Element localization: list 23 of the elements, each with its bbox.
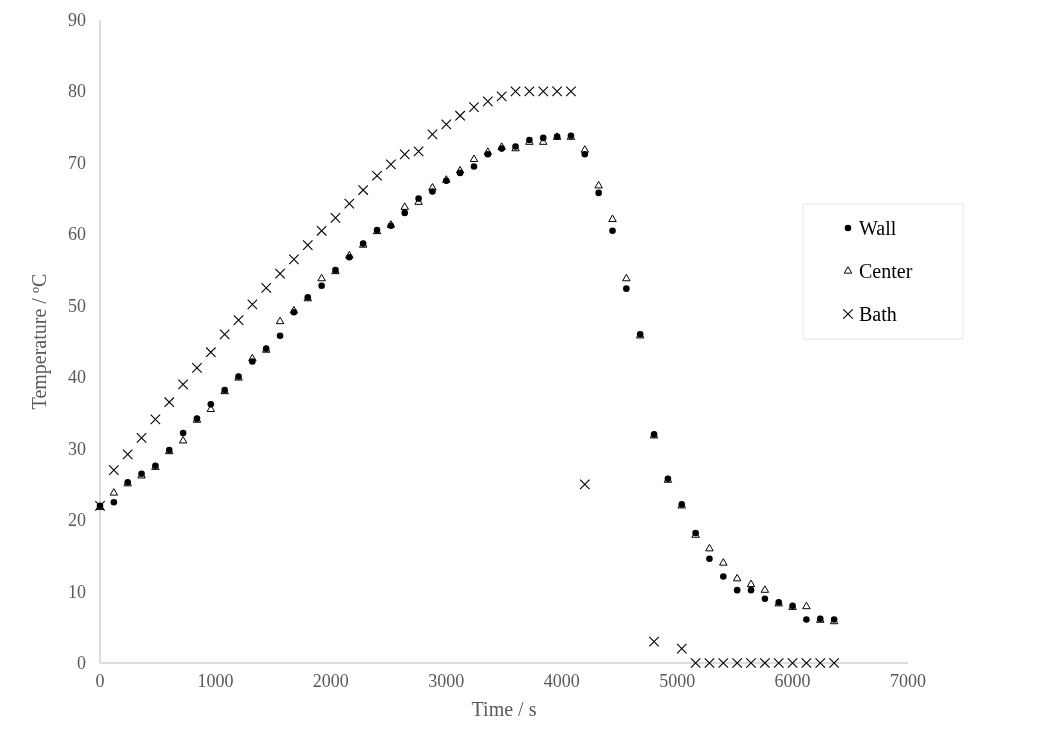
x-tick-label: 7000 bbox=[890, 671, 926, 691]
x-tick-label: 1000 bbox=[197, 671, 234, 691]
legend-label: Bath bbox=[859, 303, 897, 325]
x-tick-label: 5000 bbox=[659, 671, 696, 691]
x-tick-label: 3000 bbox=[428, 671, 465, 691]
y-tick-label: 50 bbox=[68, 295, 86, 316]
y-tick-label: 0 bbox=[77, 653, 86, 673]
y-tick-label: 30 bbox=[68, 438, 86, 459]
legend-label: Center bbox=[859, 260, 913, 282]
y-tick-label: 40 bbox=[68, 367, 86, 388]
legend-label: Wall bbox=[859, 217, 897, 239]
x-tick-label: 4000 bbox=[543, 671, 580, 691]
y-tick-label: 90 bbox=[68, 10, 86, 30]
y-tick-label: 20 bbox=[68, 510, 86, 531]
x-tick-label: 2000 bbox=[312, 671, 349, 691]
x-tick-label: 0 bbox=[95, 671, 105, 691]
y-tick-label: 10 bbox=[68, 581, 86, 602]
x-axis-title: Time / s bbox=[471, 698, 537, 720]
y-tick-label: 60 bbox=[68, 224, 86, 245]
y-tick-label: 70 bbox=[68, 152, 86, 173]
y-axis-title: Temperature / ºC bbox=[28, 273, 51, 410]
y-tick-label: 80 bbox=[68, 81, 86, 102]
x-tick-label: 6000 bbox=[774, 671, 811, 691]
